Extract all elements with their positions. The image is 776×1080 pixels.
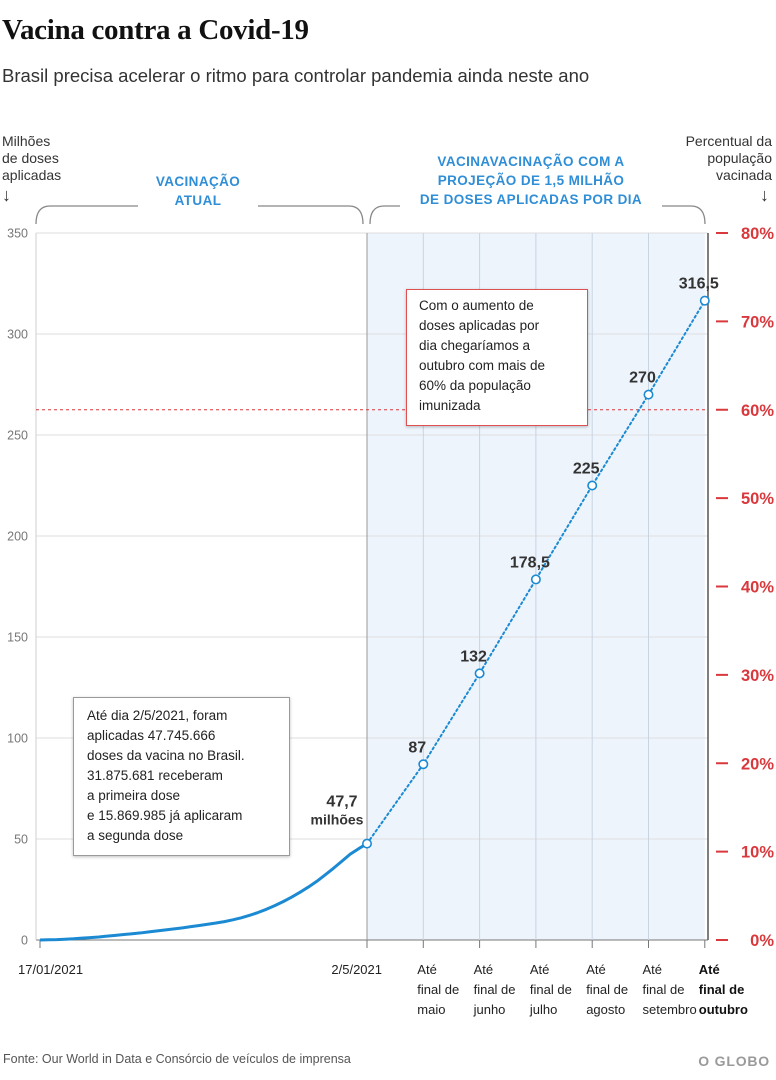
data-point [361, 838, 372, 849]
x-tick-label: Até [643, 962, 663, 977]
percent-tick-label: 10% [741, 844, 774, 862]
x-tick-label: Até [474, 962, 494, 977]
data-point [699, 295, 710, 306]
x-tick-label: final de [530, 982, 572, 997]
percent-tick-label: 60% [741, 402, 774, 420]
annotation-line: e 15.869.985 já aplicaram [87, 808, 243, 823]
y-tick-label: 250 [7, 429, 28, 443]
data-label: 270 [629, 370, 656, 387]
chart-title: Vacina contra a Covid-19 [2, 14, 309, 46]
x-tick-label: 2/5/2021 [331, 962, 382, 977]
annotation-line: doses da vacina no Brasil. [87, 748, 245, 763]
current-end-value-label: 47,7 [326, 794, 357, 811]
left-axis-title: Milhões de doses aplicadas ↓ [2, 133, 92, 204]
x-tick-label: outubro [699, 1002, 748, 1017]
annotation-line: a segunda dose [87, 828, 184, 843]
x-tick-label: final de [417, 982, 459, 997]
y-tick-label: 200 [7, 530, 28, 544]
left-axis-title-line: aplicadas [2, 167, 62, 183]
data-label: 87 [408, 739, 426, 756]
annotation-projection: Com o aumento de doses aplicadas por dia… [406, 289, 588, 426]
left-axis-title-line: Milhões [2, 133, 51, 149]
left-axis-title-line: de doses [2, 150, 59, 166]
x-tick-label: setembro [643, 1002, 697, 1017]
annotation-line: dia chegaríamos a [419, 338, 531, 353]
percent-tick-label: 70% [741, 313, 774, 331]
x-tick-label: Até [417, 962, 437, 977]
annotation-line: a primeira dose [87, 788, 181, 803]
current-end-unit-label: milhões [311, 812, 364, 828]
right-axis-title-line: vacinada [715, 167, 772, 183]
x-tick-label: final de [586, 982, 628, 997]
source-note: Fonte: Our World in Data e Consórcio de … [3, 1052, 351, 1066]
right-axis-title-line: Percentual da [685, 133, 772, 149]
y-tick-label: 350 [7, 227, 28, 241]
annotation-current-doses: Até dia 2/5/2021, foram aplicadas 47.745… [73, 697, 290, 856]
x-tick-label: junho [473, 1002, 506, 1017]
section-label-line: DE DOSES APLICADAS POR DIA [419, 192, 643, 207]
current-vaccination-line [39, 842, 368, 942]
section-label-line: PROJEÇÃO DE 1,5 MILHÃO [437, 173, 625, 188]
data-point [643, 389, 654, 400]
data-label: 132 [460, 648, 487, 665]
x-tick-label: agosto [586, 1002, 625, 1017]
percent-tick-label: 0% [750, 932, 774, 950]
x-tick-label: final de [474, 982, 516, 997]
x-tick-label: Até [699, 962, 720, 977]
y-tick-label: 0 [21, 934, 28, 948]
x-tick-label: final de [699, 982, 745, 997]
y-tick-label: 100 [7, 732, 28, 746]
percent-tick-label: 20% [741, 755, 774, 773]
section-label-line: VACINAÇÃO [155, 174, 241, 189]
annotation-line: doses aplicadas por [419, 318, 540, 333]
y-tick-label: 50 [14, 833, 28, 847]
data-label: 316,5 [679, 276, 719, 293]
data-label: 178,5 [510, 554, 550, 571]
right-axis-arrow-icon: ↓ [760, 185, 769, 205]
percent-tick-label: 80% [741, 225, 774, 243]
annotation-line: Com o aumento de [419, 298, 534, 313]
data-point [418, 759, 429, 770]
section-label-projection: VACINAVACINAÇÃO COM A PROJEÇÃO DE 1,5 MI… [400, 152, 662, 209]
percent-tick-label: 40% [741, 579, 774, 597]
data-point [530, 574, 541, 585]
x-tick-label: Até [530, 962, 550, 977]
annotation-line: 31.875.681 receberam [87, 768, 223, 783]
data-point [474, 668, 485, 679]
x-tick-label: Até [586, 962, 606, 977]
chart-subtitle: Brasil precisa acelerar o ritmo para con… [2, 65, 590, 86]
data-point [587, 480, 598, 491]
right-axis-title-line: população [707, 150, 772, 166]
data-label: 225 [573, 461, 600, 478]
section-label-line: VACINAVACINAÇÃO COM A [437, 154, 625, 169]
left-axis-arrow-icon: ↓ [2, 185, 11, 205]
percent-tick-label: 30% [741, 667, 774, 685]
annotation-line: imunizada [419, 398, 481, 413]
x-tick-label: julho [529, 1002, 557, 1017]
annotation-line: outubro com mais de [419, 358, 546, 373]
x-tick-label: 17/01/2021 [18, 962, 83, 977]
y-tick-label: 300 [7, 328, 28, 342]
percent-tick-label: 50% [741, 490, 774, 508]
section-label-current: VACINAÇÃO ATUAL [138, 172, 258, 210]
right-axis-title: Percentual da população vacinada ↓ [642, 133, 772, 204]
annotation-line: 60% da população [419, 378, 531, 393]
annotation-line: aplicadas 47.745.666 [87, 728, 216, 743]
x-tick-label: maio [417, 1002, 445, 1017]
y-tick-label: 150 [7, 631, 28, 645]
section-label-line: ATUAL [174, 193, 222, 208]
brand-logo: O GLOBO [698, 1053, 770, 1069]
x-tick-label: final de [643, 982, 685, 997]
annotation-line: Até dia 2/5/2021, foram [87, 708, 228, 723]
